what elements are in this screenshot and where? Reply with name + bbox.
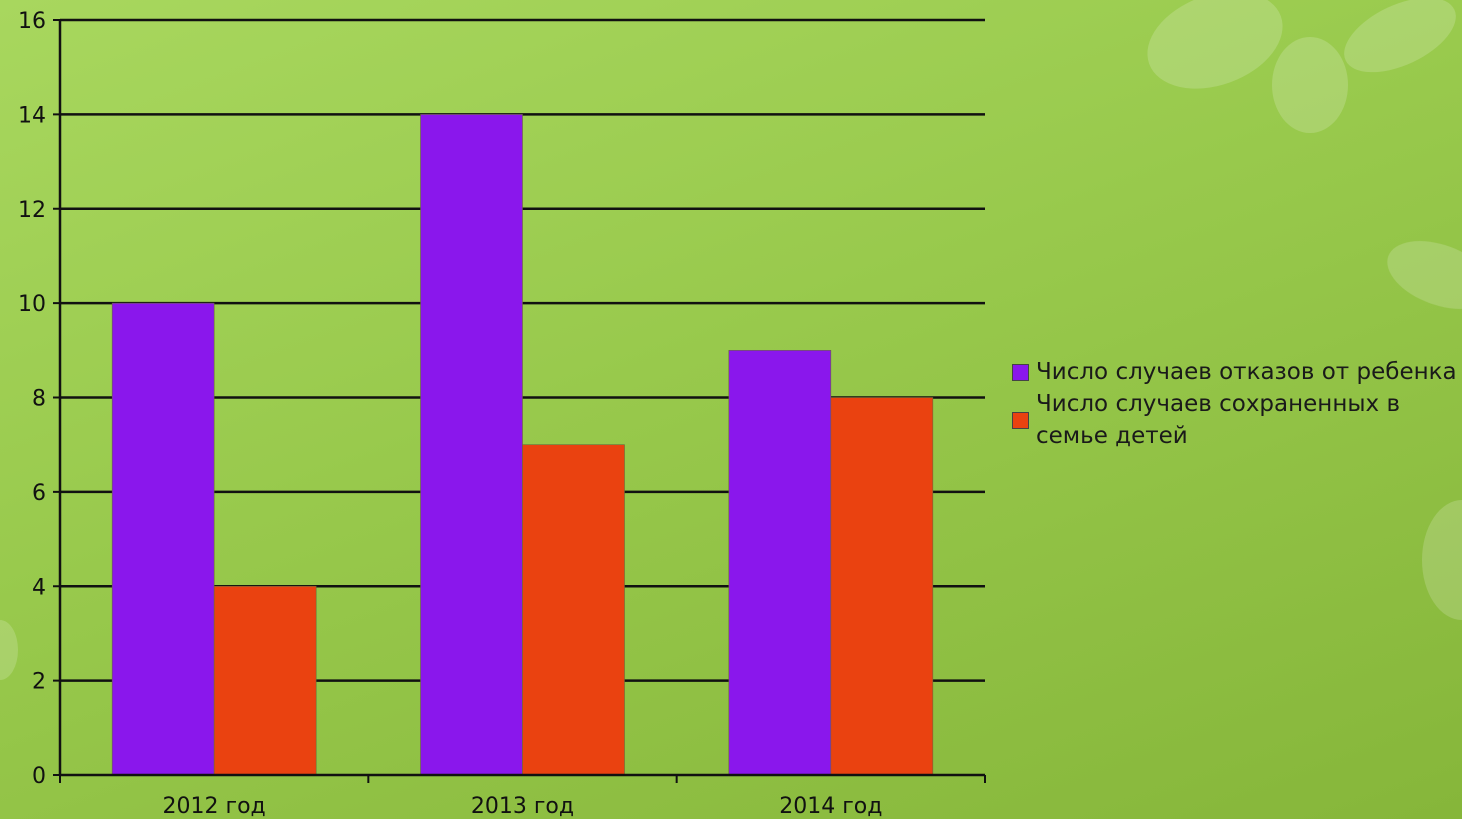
legend: Число случаев отказов от ребенка Число с… — [1012, 356, 1462, 452]
bar-preserved-1 — [522, 444, 625, 776]
x-tick-label: 2012 год — [163, 794, 266, 819]
y-tick-label: 12 — [18, 198, 46, 223]
bar-refusals-0 — [111, 302, 215, 776]
bar-refusals-2 — [728, 350, 832, 776]
y-tick-label: 16 — [18, 9, 46, 34]
y-tick-label: 4 — [32, 575, 46, 600]
legend-item-preserved: Число случаев сохраненных в семье детей — [1012, 388, 1462, 452]
x-tick-label: 2013 год — [471, 794, 574, 819]
y-tick-labels: 0 2 4 6 8 10 12 14 16 — [18, 9, 46, 789]
y-tick-label: 10 — [18, 292, 46, 317]
bars — [111, 114, 934, 776]
legend-item-refusals: Число случаев отказов от ребенка — [1012, 356, 1462, 388]
y-tick-label: 8 — [32, 387, 46, 412]
legend-swatch-preserved — [1012, 411, 1029, 429]
legend-label-refusals: Число случаев отказов от ребенка — [1036, 359, 1457, 385]
bar-preserved-2 — [830, 397, 934, 776]
x-tick-label: 2014 год — [779, 794, 882, 819]
y-tick-label: 0 — [32, 764, 46, 789]
bar-refusals-1 — [420, 114, 523, 776]
legend-swatch-refusals — [1012, 363, 1029, 381]
y-tick-label: 6 — [32, 481, 46, 506]
bar-preserved-0 — [213, 585, 317, 776]
y-tick-label: 14 — [18, 103, 46, 128]
x-tick-labels: 2012 год 2013 год 2014 год — [163, 794, 883, 819]
axes — [53, 19, 986, 783]
y-tick-label: 2 — [32, 670, 46, 695]
legend-label-preserved: Число случаев сохраненных в семье детей — [1036, 391, 1401, 449]
